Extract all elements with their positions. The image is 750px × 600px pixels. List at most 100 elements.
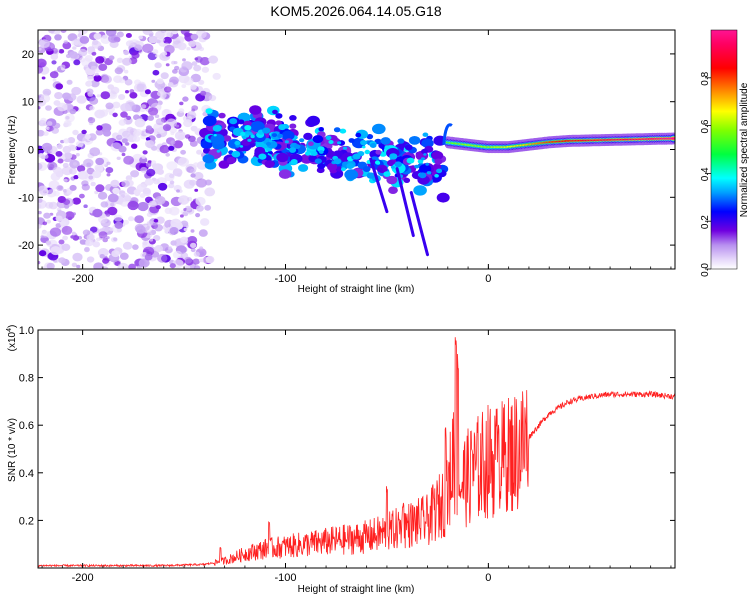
noise-blob [200, 218, 210, 226]
noise-blob [72, 129, 79, 136]
signal-blob [380, 137, 391, 145]
signal-blob [289, 123, 297, 129]
noise-blob [167, 245, 172, 250]
noise-blob [154, 195, 166, 205]
noise-blob [179, 101, 184, 106]
signal-blob [222, 135, 232, 142]
noise-blob [48, 164, 55, 169]
noise-blob [102, 237, 108, 243]
noise-blob [196, 161, 208, 170]
noise-blob [194, 188, 199, 192]
noise-blob [94, 72, 99, 77]
signal-blob [298, 164, 309, 172]
noise-blob [144, 140, 155, 148]
noise-blob [64, 152, 73, 159]
noise-blob [105, 213, 111, 217]
noise-blob [201, 66, 210, 73]
noise-blob [140, 166, 148, 173]
signal-core [244, 134, 250, 138]
noise-blob [63, 40, 68, 44]
signal-blob [421, 148, 428, 155]
noise-blob [157, 253, 168, 263]
noise-blob [40, 94, 51, 103]
noise-blob [131, 52, 140, 59]
noise-blob [144, 178, 154, 186]
noise-blob [172, 250, 183, 259]
noise-blob [92, 170, 102, 179]
noise-blob [173, 184, 182, 192]
noise-blob [134, 215, 144, 224]
signal-blob [281, 130, 295, 141]
y-tick-label: 0.6 [19, 420, 34, 432]
noise-blob [164, 172, 175, 182]
noise-blob [67, 216, 73, 221]
noise-blob [190, 229, 195, 233]
signal-blob [210, 133, 225, 145]
signal-core [242, 151, 247, 154]
noise-blob [69, 184, 77, 191]
signal-blob [276, 152, 289, 163]
signal-core [362, 145, 366, 149]
noise-blob [118, 94, 126, 100]
noise-blob [180, 214, 184, 218]
noise-blob [130, 170, 140, 178]
noise-blob [185, 265, 191, 269]
signal-core [425, 162, 430, 166]
noise-blob [38, 106, 41, 110]
noise-blob [195, 178, 207, 188]
signal-blob [436, 192, 450, 203]
signal-core [318, 150, 324, 154]
noise-blob [112, 101, 121, 109]
noise-blob [102, 129, 112, 137]
noise-blob [62, 235, 68, 241]
noise-blob [162, 51, 168, 56]
signal-blob [403, 177, 411, 183]
snr-frame [37, 329, 676, 569]
noise-blob [193, 265, 201, 269]
noise-blob [156, 168, 164, 175]
noise-blob [149, 33, 154, 37]
noise-blob [137, 201, 149, 212]
noise-blob [38, 129, 45, 137]
noise-blob [65, 116, 70, 120]
noise-blob [151, 163, 159, 169]
noise-blob [122, 57, 132, 66]
noise-blob [61, 166, 73, 176]
noise-blob [184, 32, 191, 38]
noise-blob [79, 193, 85, 199]
noise-blob [186, 111, 197, 120]
noise-blob [107, 206, 118, 216]
noise-blob [69, 108, 77, 115]
signal-core [418, 172, 427, 179]
signal-blob [205, 108, 213, 114]
snr-panel: -200 -100 0 0.2 0.4 0.6 0.8 1.0 Height of strai… [6, 325, 676, 595]
noise-blob [195, 196, 206, 206]
noise-blob [76, 95, 87, 104]
noise-blob [121, 138, 128, 144]
noise-blob [57, 102, 68, 112]
signal-blob [327, 162, 338, 171]
spectrogram-image [38, 30, 675, 269]
noise-blob [62, 41, 72, 50]
noise-blob [87, 91, 94, 97]
signal-core [383, 171, 391, 177]
noise-blob [195, 213, 201, 218]
noise-blob [190, 173, 196, 178]
noise-blob [63, 178, 68, 182]
noise-blob [142, 187, 151, 195]
signal-core [250, 134, 255, 139]
noise-blob [38, 224, 42, 229]
signal-blob [272, 109, 278, 115]
noise-blob [98, 215, 108, 224]
noise-blob [186, 47, 191, 51]
noise-blob [176, 189, 180, 193]
noise-blob [95, 56, 105, 64]
noise-blob [107, 84, 115, 90]
noise-blob [199, 251, 204, 256]
noise-blob [107, 193, 119, 203]
signal-blob [376, 167, 383, 173]
y-tick-label: 0.4 [19, 468, 34, 480]
noise-blob [86, 162, 92, 167]
